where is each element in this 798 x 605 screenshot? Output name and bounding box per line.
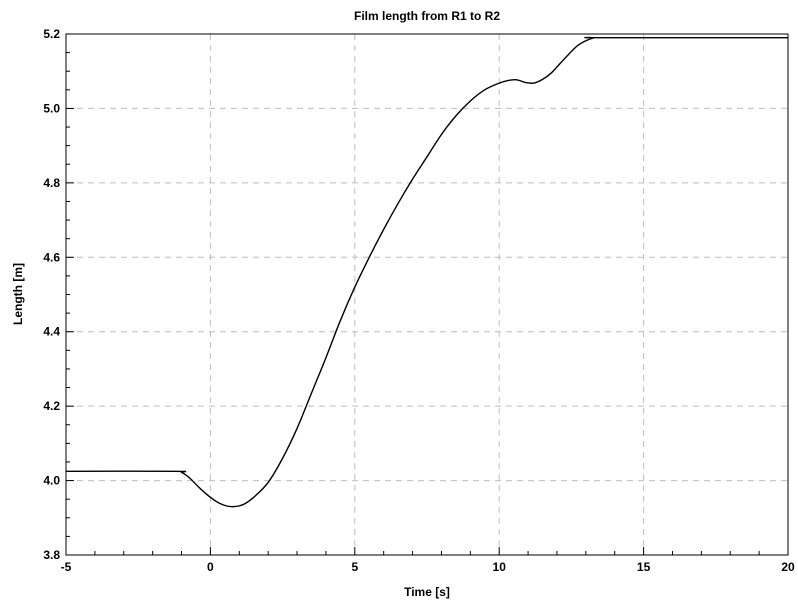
x-tick-label: 20 xyxy=(781,560,795,574)
y-tick-label: 3.8 xyxy=(43,548,60,562)
x-tick-labels: -5 0 5 10 15 20 xyxy=(61,560,795,574)
x-tick-label: -5 xyxy=(61,560,72,574)
plot-frame xyxy=(65,33,789,556)
y-axis-label: Length [m] xyxy=(11,263,25,325)
x-tick-label: 5 xyxy=(351,560,358,574)
chart-title: Film length from R1 to R2 xyxy=(354,9,500,23)
axis-ticks xyxy=(65,33,789,556)
y-tick-labels: 3.8 4.0 4.2 4.4 4.6 4.8 5.0 5.2 xyxy=(43,27,60,562)
grid-lines xyxy=(66,34,788,555)
y-tick-label: 4.8 xyxy=(43,176,60,190)
x-tick-label: 15 xyxy=(637,560,651,574)
x-axis-label: Time [s] xyxy=(404,585,450,599)
x-tick-label: 10 xyxy=(493,560,507,574)
x-tick-label: 0 xyxy=(207,560,214,574)
series-group xyxy=(65,36,788,508)
y-tick-label: 4.0 xyxy=(43,474,60,488)
y-tick-label: 4.4 xyxy=(43,325,60,339)
y-tick-label: 4.2 xyxy=(43,399,60,413)
y-tick-label: 4.6 xyxy=(43,250,60,264)
series-line xyxy=(65,36,788,508)
y-tick-label: 5.2 xyxy=(43,27,60,41)
y-tick-label: 5.0 xyxy=(43,101,60,115)
